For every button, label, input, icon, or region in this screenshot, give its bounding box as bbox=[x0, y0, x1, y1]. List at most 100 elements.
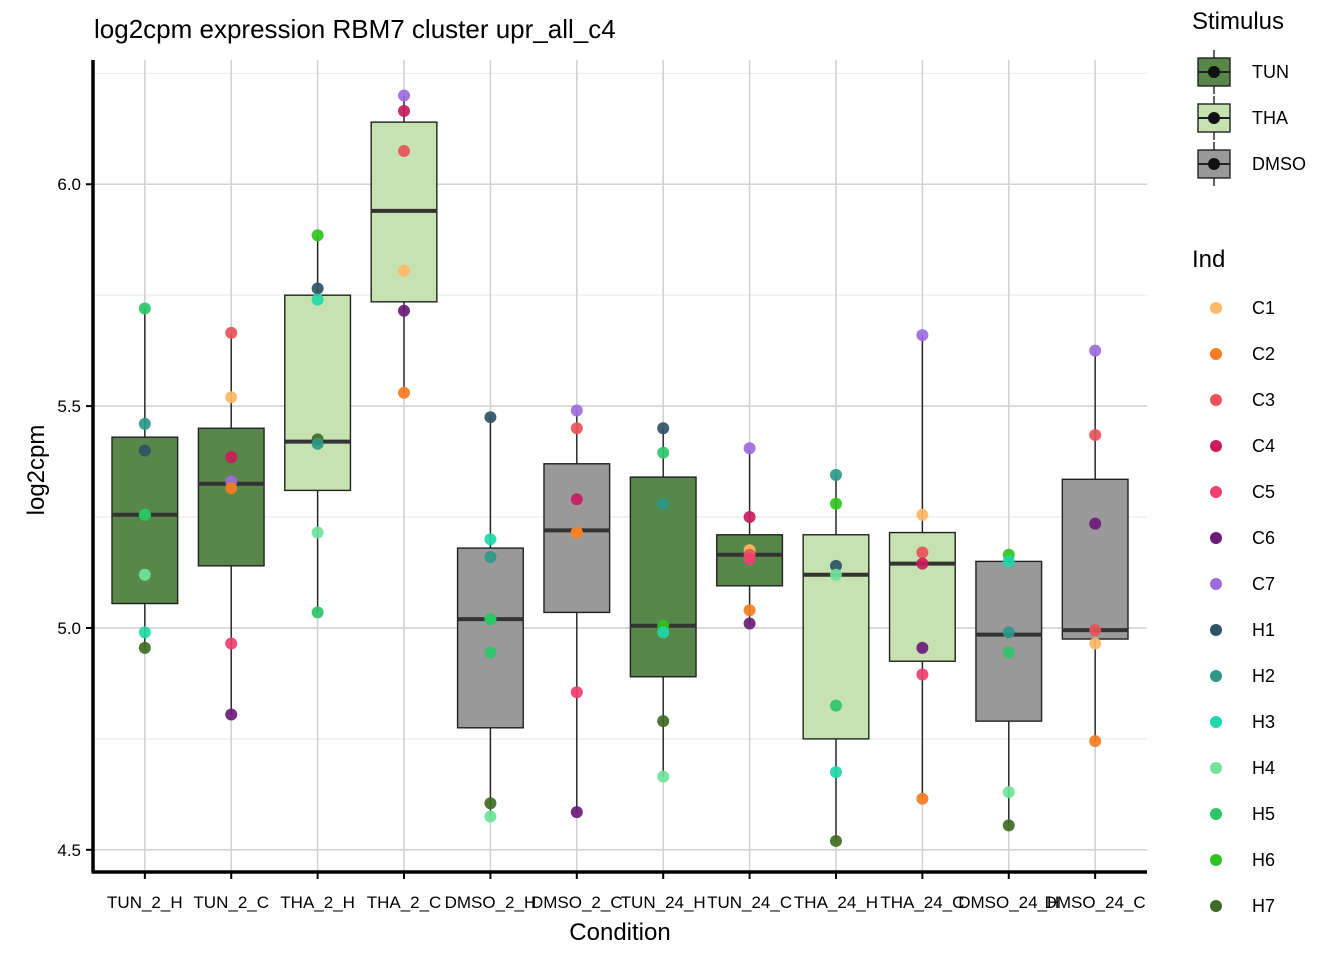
point-H7 bbox=[829, 834, 842, 847]
stimulus-legend-item-DMSO: DMSO bbox=[1197, 142, 1306, 186]
ind-legend-label: C6 bbox=[1252, 528, 1275, 548]
point-C5 bbox=[916, 668, 929, 681]
point-H2 bbox=[829, 468, 842, 481]
point-H1 bbox=[484, 411, 497, 424]
point-C6 bbox=[225, 708, 238, 721]
point-C2 bbox=[743, 604, 756, 617]
x-tick-label: DMSO_24_C bbox=[1045, 893, 1146, 912]
point-H4 bbox=[1002, 786, 1015, 799]
y-axis-title: log2cpm bbox=[23, 425, 50, 516]
point-C4 bbox=[570, 493, 583, 506]
point-H3 bbox=[484, 533, 497, 546]
ind-legend-item-H7: H7 bbox=[1210, 896, 1275, 916]
x-tick-label: THA_2_H bbox=[280, 893, 355, 912]
point-H7 bbox=[1002, 819, 1015, 832]
box-body bbox=[975, 560, 1043, 722]
point-C3 bbox=[570, 422, 583, 435]
stimulus-legend-item-TUN: TUN bbox=[1197, 50, 1289, 94]
point-H2 bbox=[1002, 626, 1015, 639]
point-C2 bbox=[225, 482, 238, 495]
point-C5 bbox=[743, 553, 756, 566]
box-body bbox=[1061, 478, 1129, 640]
ind-legend-label: C4 bbox=[1252, 436, 1275, 456]
ind-legend-label: H4 bbox=[1252, 758, 1275, 778]
stimulus-legend-label: TUN bbox=[1252, 62, 1289, 82]
plot-area: 4.5 5.0 5.5 6.0 TUN_2_H TUN_2_C THA_2_H THA_2_C… bbox=[57, 60, 1147, 912]
stimulus-legend-label: THA bbox=[1252, 108, 1288, 128]
ind-legend-item-H4: H4 bbox=[1210, 758, 1275, 778]
point-H5 bbox=[138, 302, 151, 315]
y-tick-label: 5.0 bbox=[57, 619, 81, 638]
point-C2 bbox=[1089, 735, 1102, 748]
box-TUN_2_C bbox=[197, 332, 265, 715]
legend-key-point bbox=[1210, 624, 1222, 636]
point-C2 bbox=[398, 386, 411, 399]
ind-legend-label: H5 bbox=[1252, 804, 1275, 824]
legend-key-point bbox=[1210, 854, 1222, 866]
box-DMSO_2_C bbox=[543, 410, 611, 813]
box-THA_2_H bbox=[284, 235, 352, 613]
point-C5 bbox=[225, 637, 238, 650]
box-THA_2_C bbox=[370, 95, 438, 393]
ind-legend-label: H1 bbox=[1252, 620, 1275, 640]
box-THA_24_H bbox=[802, 474, 870, 841]
legend-key-point bbox=[1210, 394, 1222, 406]
box-DMSO_24_C bbox=[1061, 350, 1129, 742]
point-H4 bbox=[829, 568, 842, 581]
x-axis-title: Condition bbox=[569, 919, 670, 946]
point-H7 bbox=[657, 715, 670, 728]
box-body bbox=[456, 547, 524, 729]
ind-legend-item-C2: C2 bbox=[1210, 344, 1275, 364]
ind-legend-item-H6: H6 bbox=[1210, 850, 1275, 870]
x-tick-label: TUN_24_H bbox=[621, 893, 706, 912]
point-C6 bbox=[743, 617, 756, 630]
point-C4 bbox=[225, 451, 238, 464]
stimulus-legend-item-THA: THA bbox=[1197, 96, 1288, 140]
point-C3 bbox=[225, 326, 238, 339]
point-H5 bbox=[657, 446, 670, 459]
point-C1 bbox=[1089, 637, 1102, 650]
legend: Stimulus Ind TUN THA DMSO C1 C2 C3 C4 C5 C6 C7 H1 H… bbox=[1192, 8, 1306, 916]
legend-key-point bbox=[1210, 486, 1222, 498]
point-H1 bbox=[138, 444, 151, 457]
point-H6 bbox=[829, 497, 842, 510]
ind-legend-item-C7: C7 bbox=[1210, 574, 1275, 594]
y-tick-label: 6.0 bbox=[57, 175, 81, 194]
point-H6 bbox=[311, 229, 324, 242]
box-TUN_2_H bbox=[111, 308, 179, 648]
legend-key-point bbox=[1210, 302, 1222, 314]
box-TUN_24_C bbox=[716, 450, 784, 624]
point-C1 bbox=[225, 391, 238, 404]
box-DMSO_24_H bbox=[975, 554, 1043, 826]
point-H2 bbox=[311, 437, 324, 450]
box-body bbox=[629, 476, 697, 678]
legend-key-point bbox=[1210, 762, 1222, 774]
stimulus-legend-title: Stimulus bbox=[1192, 8, 1284, 35]
point-C6 bbox=[570, 806, 583, 819]
point-H1 bbox=[829, 559, 842, 572]
point-H1 bbox=[311, 282, 324, 295]
x-tick-label: THA_2_C bbox=[367, 893, 442, 912]
ind-legend-item-C4: C4 bbox=[1210, 436, 1275, 456]
point-C7 bbox=[570, 404, 583, 417]
point-C3 bbox=[398, 144, 411, 157]
point-C7 bbox=[743, 442, 756, 455]
legend-key-point bbox=[1210, 900, 1222, 912]
point-C4 bbox=[916, 557, 929, 570]
ind-legend-item-C1: C1 bbox=[1210, 298, 1275, 318]
point-H5 bbox=[1002, 646, 1015, 659]
point-H5 bbox=[138, 508, 151, 521]
ind-legend-label: C7 bbox=[1252, 574, 1275, 594]
point-H3 bbox=[829, 766, 842, 779]
point-C3 bbox=[916, 546, 929, 559]
point-H4 bbox=[657, 770, 670, 783]
point-H5 bbox=[829, 699, 842, 712]
legend-key-point bbox=[1208, 66, 1220, 78]
y-tick-label: 4.5 bbox=[57, 841, 81, 860]
ind-legend-item-H3: H3 bbox=[1210, 712, 1275, 732]
ind-legend-title: Ind bbox=[1192, 246, 1225, 273]
x-tick-label: DMSO_2_H bbox=[445, 893, 537, 912]
x-tick-label: THA_24_C bbox=[880, 893, 964, 912]
point-H4 bbox=[138, 568, 151, 581]
